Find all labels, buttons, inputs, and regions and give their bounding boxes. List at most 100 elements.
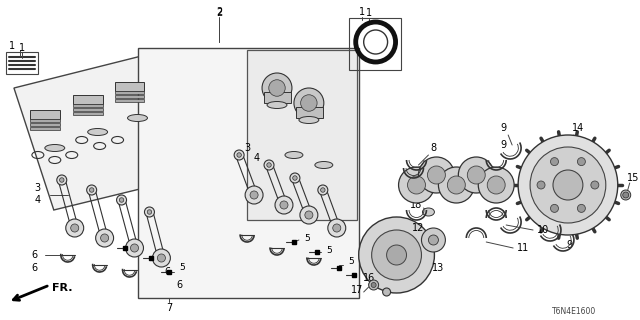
Circle shape (318, 185, 328, 195)
Text: 10: 10 (537, 225, 549, 235)
Text: 5: 5 (179, 263, 185, 273)
Circle shape (234, 150, 244, 160)
Polygon shape (138, 48, 358, 298)
Text: 3: 3 (244, 143, 250, 153)
Circle shape (478, 167, 514, 203)
Text: 2: 2 (216, 7, 222, 17)
Text: 3: 3 (35, 183, 41, 193)
Bar (73, 95, 102, 104)
Text: 1: 1 (358, 7, 365, 17)
Bar (73, 104, 102, 107)
Circle shape (60, 178, 64, 182)
Ellipse shape (299, 116, 319, 124)
Circle shape (66, 219, 84, 237)
Circle shape (591, 181, 599, 189)
Circle shape (530, 147, 606, 223)
Circle shape (100, 234, 109, 242)
Circle shape (371, 283, 376, 287)
Circle shape (550, 158, 559, 166)
Circle shape (157, 254, 166, 262)
Circle shape (422, 228, 445, 252)
Circle shape (267, 163, 271, 167)
Circle shape (86, 185, 97, 195)
Circle shape (292, 176, 297, 180)
Circle shape (487, 176, 505, 194)
Text: 8: 8 (430, 143, 436, 153)
Text: 2: 2 (216, 8, 222, 18)
Text: 12: 12 (412, 223, 425, 233)
Bar (115, 82, 145, 91)
Bar (115, 95, 145, 98)
Text: 1: 1 (9, 41, 15, 51)
Circle shape (550, 204, 559, 212)
Circle shape (300, 206, 318, 224)
Bar (73, 108, 102, 111)
Text: 6: 6 (164, 267, 170, 277)
Polygon shape (247, 50, 356, 220)
Bar (115, 99, 145, 102)
Text: 9: 9 (567, 240, 573, 250)
Text: 13: 13 (432, 263, 445, 273)
Text: 14: 14 (572, 123, 584, 133)
Ellipse shape (267, 101, 287, 108)
Circle shape (275, 196, 293, 214)
Text: 9: 9 (500, 123, 506, 133)
Text: T6N4E1600: T6N4E1600 (552, 308, 596, 316)
Circle shape (305, 211, 313, 219)
Bar (6, 52, 38, 74)
Circle shape (467, 166, 485, 184)
Bar (30, 123, 60, 126)
Circle shape (116, 195, 127, 205)
Circle shape (577, 204, 586, 212)
Circle shape (95, 229, 113, 247)
Circle shape (387, 245, 406, 265)
Text: 1: 1 (365, 8, 372, 18)
Circle shape (438, 167, 474, 203)
Bar (73, 112, 102, 115)
Circle shape (245, 186, 263, 204)
Ellipse shape (45, 145, 65, 151)
Bar (30, 110, 60, 119)
Text: 5: 5 (304, 234, 310, 243)
Circle shape (428, 166, 445, 184)
Bar (264, 92, 291, 103)
Circle shape (621, 190, 630, 200)
Text: 6: 6 (32, 250, 38, 260)
Circle shape (147, 210, 152, 214)
Bar (30, 127, 60, 130)
Circle shape (301, 95, 317, 111)
Text: 11: 11 (517, 243, 529, 253)
Circle shape (237, 153, 241, 157)
Text: 6: 6 (176, 280, 182, 290)
Text: 6: 6 (32, 263, 38, 273)
Text: 5: 5 (326, 245, 332, 254)
Circle shape (577, 158, 586, 166)
Text: 16: 16 (362, 273, 375, 283)
Circle shape (623, 193, 628, 197)
Text: 17: 17 (351, 285, 363, 295)
Text: 4: 4 (254, 153, 260, 163)
Text: 15: 15 (627, 173, 639, 183)
Circle shape (358, 217, 435, 293)
Circle shape (518, 135, 618, 235)
Ellipse shape (422, 208, 435, 216)
Circle shape (269, 80, 285, 96)
Circle shape (537, 181, 545, 189)
Circle shape (553, 170, 583, 200)
Circle shape (419, 157, 454, 193)
Ellipse shape (285, 151, 303, 158)
Circle shape (131, 244, 138, 252)
Text: 4: 4 (35, 195, 41, 205)
Text: 5: 5 (159, 253, 164, 262)
Circle shape (264, 160, 274, 170)
Text: 5: 5 (134, 241, 140, 250)
Circle shape (399, 167, 435, 203)
Circle shape (90, 188, 94, 192)
Circle shape (321, 188, 325, 192)
Circle shape (145, 207, 154, 217)
Circle shape (294, 88, 324, 118)
Ellipse shape (315, 162, 333, 169)
Circle shape (447, 176, 465, 194)
Circle shape (250, 191, 258, 199)
Circle shape (152, 249, 170, 267)
